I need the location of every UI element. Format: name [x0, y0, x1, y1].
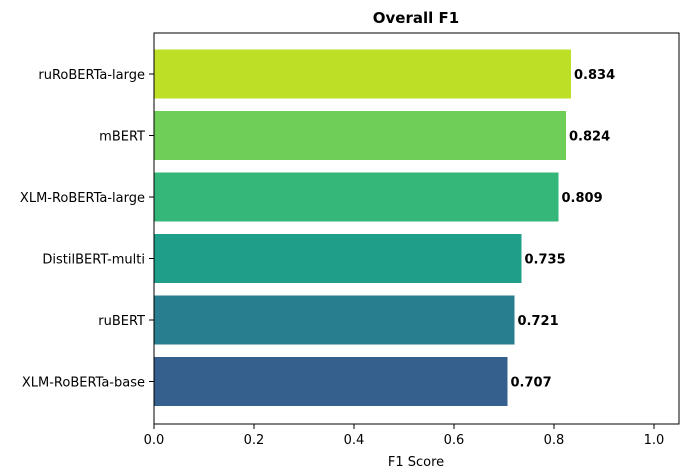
x-tick-label: 0.4	[344, 433, 365, 448]
x-tick-label: 0.6	[444, 433, 465, 448]
bar-value-label: 0.721	[518, 314, 559, 329]
axes-layer	[149, 32, 680, 429]
bar-ruroberta-large	[154, 49, 571, 99]
y-tick-label: XLM-RoBERTa-large	[20, 191, 145, 206]
labels-layer: 0.834 ruRoBERTa-large 0.824 mBERT 0.809 XLM-R…	[20, 68, 664, 448]
x-tick-label: 0.0	[144, 433, 165, 448]
bar-distilbert-multi	[154, 234, 522, 283]
bars-layer	[154, 49, 571, 406]
bar-value-label: 0.834	[574, 68, 615, 83]
bar-rubert	[154, 295, 515, 345]
x-tick-label: 0.8	[544, 433, 565, 448]
x-tick-label: 0.2	[244, 433, 265, 448]
bar-value-label: 0.809	[562, 191, 603, 206]
bar-value-label: 0.707	[511, 376, 552, 391]
chart-title: Overall F1	[373, 9, 459, 27]
plot-frame	[153, 32, 680, 425]
y-tick-label: XLM-RoBERTa-base	[22, 376, 145, 391]
bar-value-label: 0.735	[525, 253, 566, 268]
y-tick-label: ruBERT	[98, 314, 145, 329]
y-tick-label: mBERT	[99, 130, 145, 145]
x-axis-label: F1 Score	[388, 455, 444, 470]
bar-value-label: 0.824	[569, 130, 610, 145]
bar-xlm-roberta-base	[154, 357, 508, 406]
y-tick-label: DistilBERT-multi	[42, 253, 145, 268]
bar-mbert	[154, 111, 566, 160]
y-tick-label: ruRoBERTa-large	[38, 68, 145, 83]
bar-xlm-roberta-large	[154, 172, 559, 222]
x-tick-label: 1.0	[644, 433, 665, 448]
